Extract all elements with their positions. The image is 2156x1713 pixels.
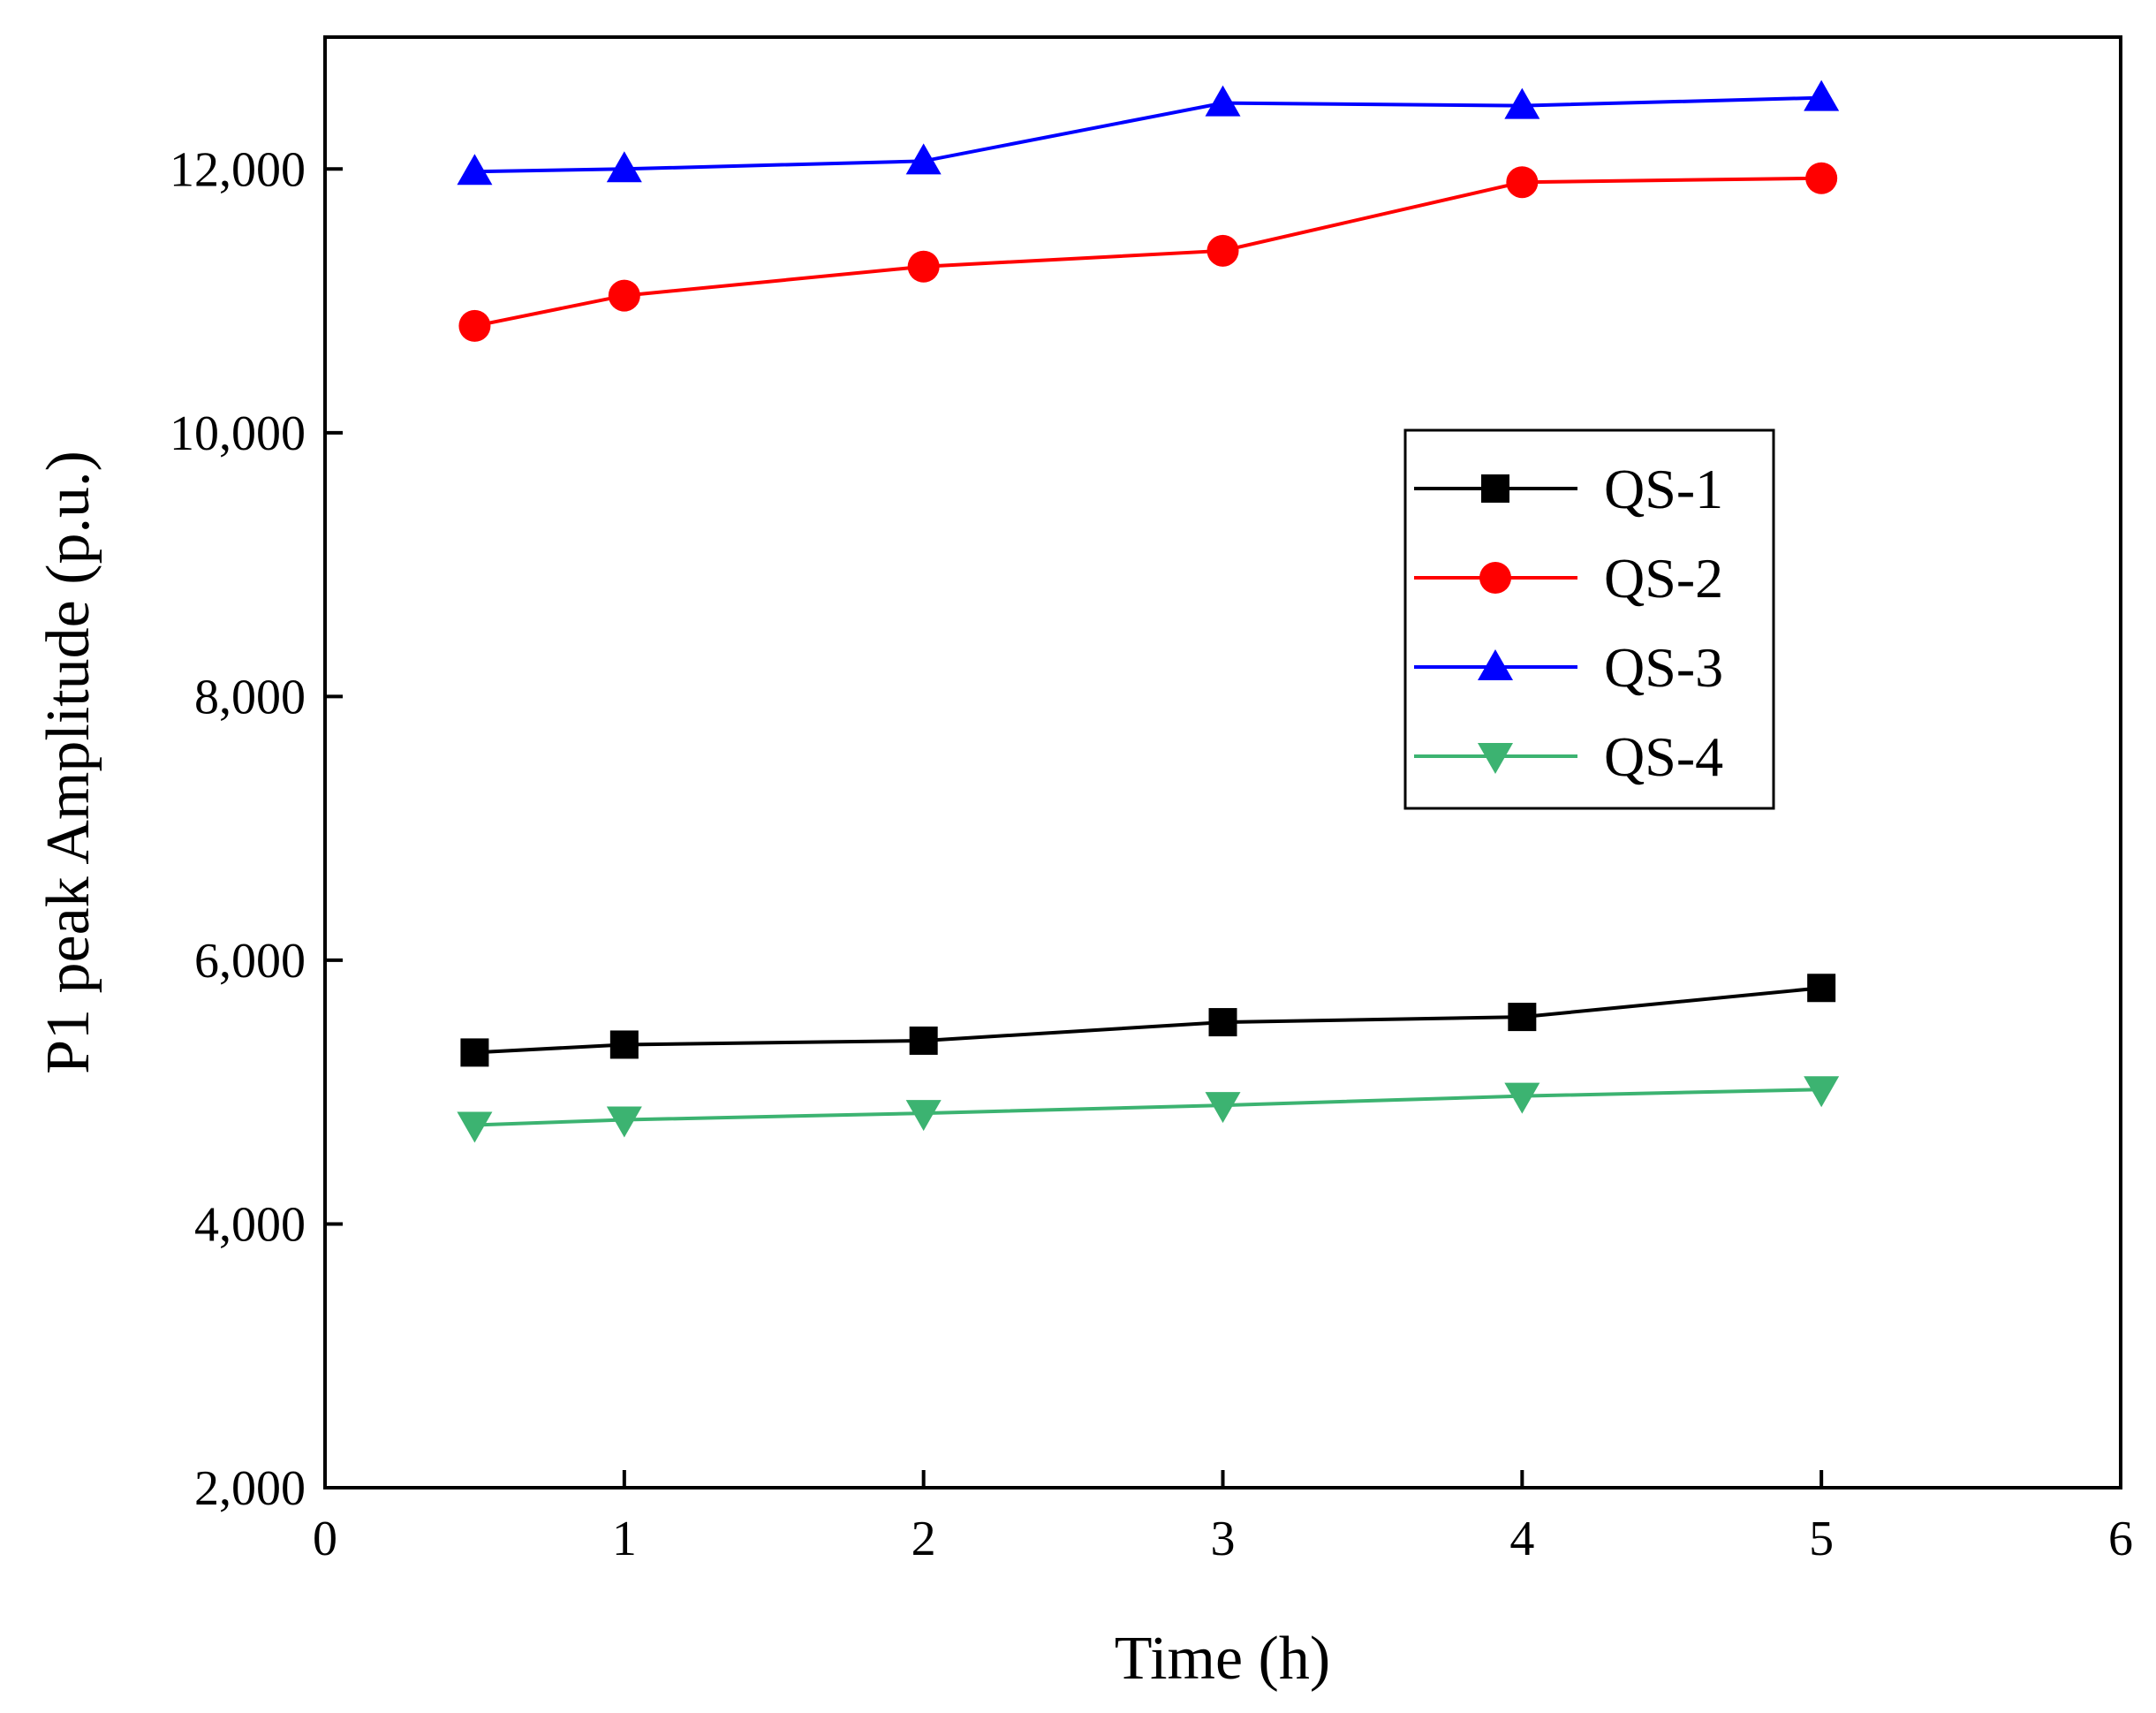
legend-label-qs-2: QS-2 (1604, 547, 1723, 610)
data-point-qs-2 (1805, 162, 1838, 194)
legend: QS-1 QS-2 QS-3 QS-4 (1403, 428, 1775, 810)
data-point-qs-4 (606, 1106, 642, 1138)
data-point-qs-3 (1205, 85, 1241, 117)
y-tick-label: 12,000 (170, 142, 306, 197)
data-point-qs-1 (1807, 974, 1836, 1003)
y-axis-title: P1 peak Amplitude (p.u.) (34, 451, 102, 1074)
series-line-qs-1 (474, 986, 1822, 1055)
legend-label-qs-3: QS-3 (1604, 636, 1723, 699)
data-point-qs-2 (1207, 234, 1239, 267)
legend-box (1403, 428, 1775, 810)
data-point-qs-3 (905, 143, 942, 175)
data-point-qs-2 (907, 250, 940, 283)
data-point-qs-1 (1508, 1003, 1537, 1032)
y-tick-label: 6,000 (194, 934, 306, 989)
y-tick-label: 2,000 (194, 1461, 306, 1516)
data-point-qs-2 (458, 309, 491, 342)
data-point-qs-1 (909, 1026, 938, 1055)
axis-ticks: 0 1 2 3 4 5 6 2,000 4,000 6,000 8,000 10,000 12,000 (170, 142, 2133, 1566)
x-tick-label: 4 (1509, 1512, 1534, 1566)
series-line-qs-2 (474, 176, 1822, 328)
series-qs-3 (457, 80, 1840, 186)
data-point-qs-1 (460, 1038, 489, 1067)
x-tick-label: 3 (1211, 1512, 1236, 1566)
series-line-qs-3 (474, 95, 1822, 174)
x-tick-label: 0 (313, 1512, 337, 1566)
data-point-qs-2 (608, 279, 640, 312)
data-point-qs-3 (1804, 80, 1840, 111)
x-tick-label: 2 (912, 1512, 936, 1566)
data-point-qs-3 (457, 154, 493, 186)
data-point-qs-2 (1506, 166, 1539, 199)
series-qs-2 (458, 162, 1838, 342)
data-point-qs-4 (457, 1111, 493, 1143)
legend-marker-qs-2 (1479, 562, 1511, 594)
y-tick-label: 4,000 (194, 1197, 306, 1252)
legend-marker-qs-4 (1478, 743, 1513, 774)
data-point-qs-1 (1208, 1008, 1237, 1037)
data-point-qs-3 (1504, 87, 1540, 119)
y-tick-label: 8,000 (194, 670, 306, 724)
x-tick-label: 5 (1809, 1512, 1834, 1566)
legend-marker-qs-3 (1478, 649, 1513, 680)
legend-label-qs-1: QS-1 (1604, 458, 1723, 520)
series-qs-1 (460, 974, 1836, 1067)
legend-label-qs-4: QS-4 (1604, 725, 1723, 788)
x-tick-label: 6 (2108, 1512, 2133, 1566)
data-point-qs-4 (1504, 1082, 1540, 1114)
series-line-qs-4 (474, 1088, 1822, 1127)
y-tick-label: 10,000 (170, 406, 306, 461)
series-qs-4 (457, 1076, 1840, 1143)
data-point-qs-1 (609, 1030, 639, 1059)
x-axis-title: Time (h) (1115, 1625, 1330, 1693)
data-point-qs-4 (905, 1100, 942, 1132)
data-point-qs-4 (1804, 1076, 1840, 1108)
data-point-qs-4 (1205, 1092, 1241, 1124)
data-point-qs-3 (606, 151, 642, 183)
x-tick-label: 1 (612, 1512, 637, 1566)
legend-marker-qs-1 (1481, 474, 1509, 503)
data-series (457, 80, 1840, 1143)
plot-frame (323, 35, 2122, 1489)
